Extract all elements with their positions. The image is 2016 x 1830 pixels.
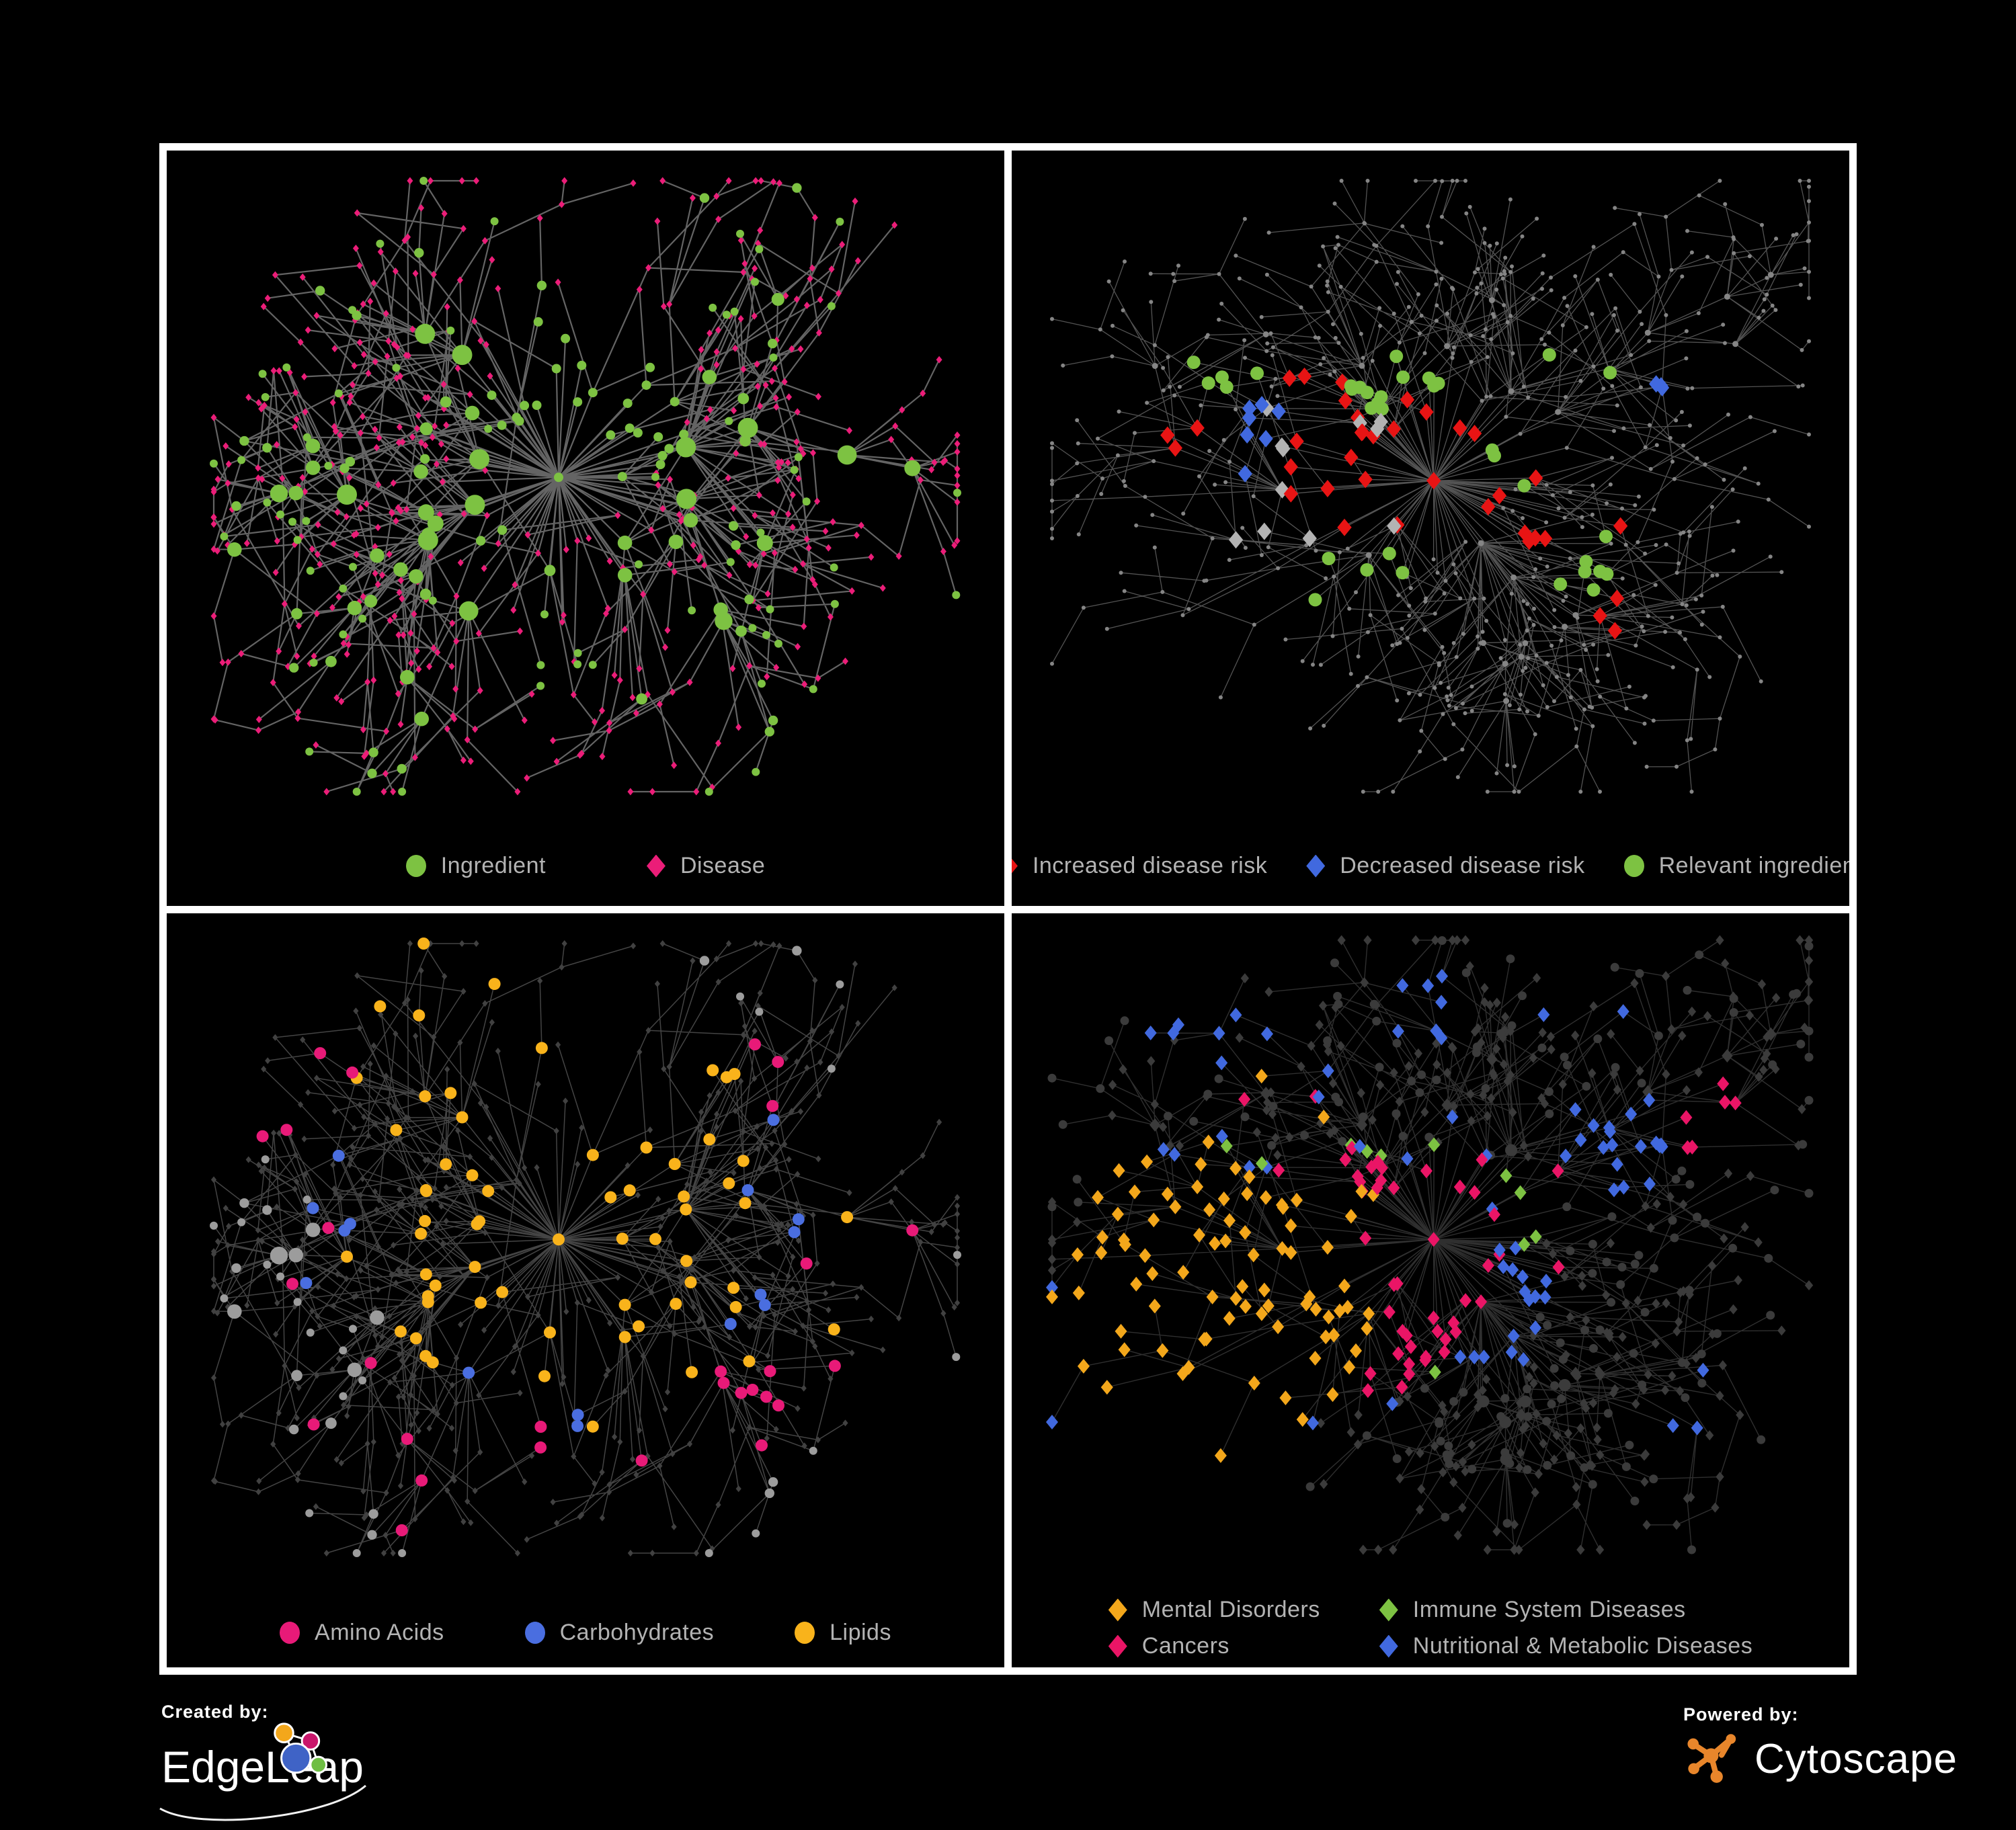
cytoscape-credit: Powered by: Cytoscape — [1683, 1704, 1966, 1805]
legend-label: Decreased disease risk — [1340, 853, 1585, 878]
panel-disease-risk: Increased disease risk Decreased disease … — [1012, 151, 1849, 906]
legend-marker-circle-icon — [1623, 855, 1644, 877]
legend-marker-circle-icon — [524, 1622, 545, 1644]
network-graph-disease-classes — [1046, 935, 1814, 1555]
legend-marker-diamond-icon — [1306, 854, 1326, 878]
legend-marker-circle-icon — [405, 855, 426, 877]
legend-marker-diamond-icon — [1108, 1634, 1127, 1658]
legend-label: Mental Disorders — [1141, 1597, 1320, 1622]
legend-label: Increased disease risk — [1032, 853, 1268, 878]
legend-label: Amino Acids — [315, 1620, 444, 1645]
legend-marker-circle-icon — [280, 1622, 300, 1644]
edgeleap-network-icon — [274, 1722, 327, 1774]
legend-item: Amino Acids — [280, 1620, 444, 1646]
created-by-label: Created by: — [161, 1702, 269, 1722]
network-graph-disease-risk — [1050, 179, 1811, 794]
cytoscape-logo: Cytoscape — [1683, 1728, 1966, 1790]
legend-item: Relevant ingredient — [1623, 853, 1849, 879]
legend-label: Nutritional & Metabolic Diseases — [1412, 1633, 1753, 1659]
legend-label: Ingredient — [440, 853, 546, 878]
edgeleap-credit: Created by: EdgeLeap — [159, 1702, 403, 1821]
legend-label: Disease — [680, 853, 766, 878]
edgeleap-wordmark: EdgeLeap — [161, 1742, 364, 1792]
legend-ingredient-disease: Ingredient Disease — [167, 853, 1004, 879]
cytoscape-wordmark: Cytoscape — [1755, 1735, 1958, 1782]
network-graph-ingredient-classes — [210, 938, 961, 1557]
legend-item: Decreased disease risk — [1306, 853, 1584, 879]
legend-label: Cancers — [1141, 1633, 1229, 1659]
legend-item: Nutritional & Metabolic Diseases — [1379, 1633, 1752, 1659]
legend-item: Increased disease risk — [1012, 853, 1267, 879]
legend-item: Ingredient — [405, 853, 546, 879]
legend-marker-diamond-icon — [1379, 1598, 1398, 1622]
legend-disease-risk: Increased disease risk Decreased disease … — [1012, 853, 1849, 879]
legend-marker-diamond-icon — [646, 854, 666, 878]
legend-item: Mental Disorders — [1108, 1597, 1320, 1623]
legend-item: Immune System Diseases — [1379, 1597, 1752, 1623]
legend-item: Lipids — [795, 1620, 891, 1646]
legend-label: Carbohydrates — [559, 1620, 715, 1645]
legend-marker-diamond-icon — [1012, 854, 1018, 878]
legend-item: Disease — [646, 853, 766, 879]
legend-label: Relevant ingredient — [1658, 853, 1849, 878]
legend-marker-circle-icon — [795, 1622, 815, 1644]
panel-disease-classes: Mental Disorders Immune System Diseases Ca… — [1012, 913, 1849, 1667]
panel-ingredient-disease: Ingredient Disease — [167, 151, 1004, 906]
cytoscape-network-icon — [1687, 1734, 1736, 1783]
legend-marker-diamond-icon — [1108, 1598, 1127, 1622]
legend-marker-diamond-icon — [1379, 1634, 1398, 1658]
legend-disease-classes: Mental Disorders Immune System Diseases Ca… — [1012, 1597, 1849, 1659]
panel-ingredient-classes: Amino Acids Carbohydrates Lipids — [167, 913, 1004, 1667]
legend-label: Immune System Diseases — [1412, 1597, 1686, 1622]
legend-label: Lipids — [830, 1620, 891, 1645]
legend-ingredient-classes: Amino Acids Carbohydrates Lipids — [167, 1620, 1004, 1646]
figure-board: Ingredient Disease Increased disease risk… — [159, 143, 1857, 1675]
network-graph-ingredient-disease — [210, 177, 961, 796]
powered-by-label: Powered by: — [1683, 1704, 1799, 1724]
legend-item: Cancers — [1108, 1633, 1320, 1659]
edgeleap-logo: EdgeLeap — [159, 1722, 403, 1821]
legend-item: Carbohydrates — [524, 1620, 715, 1646]
